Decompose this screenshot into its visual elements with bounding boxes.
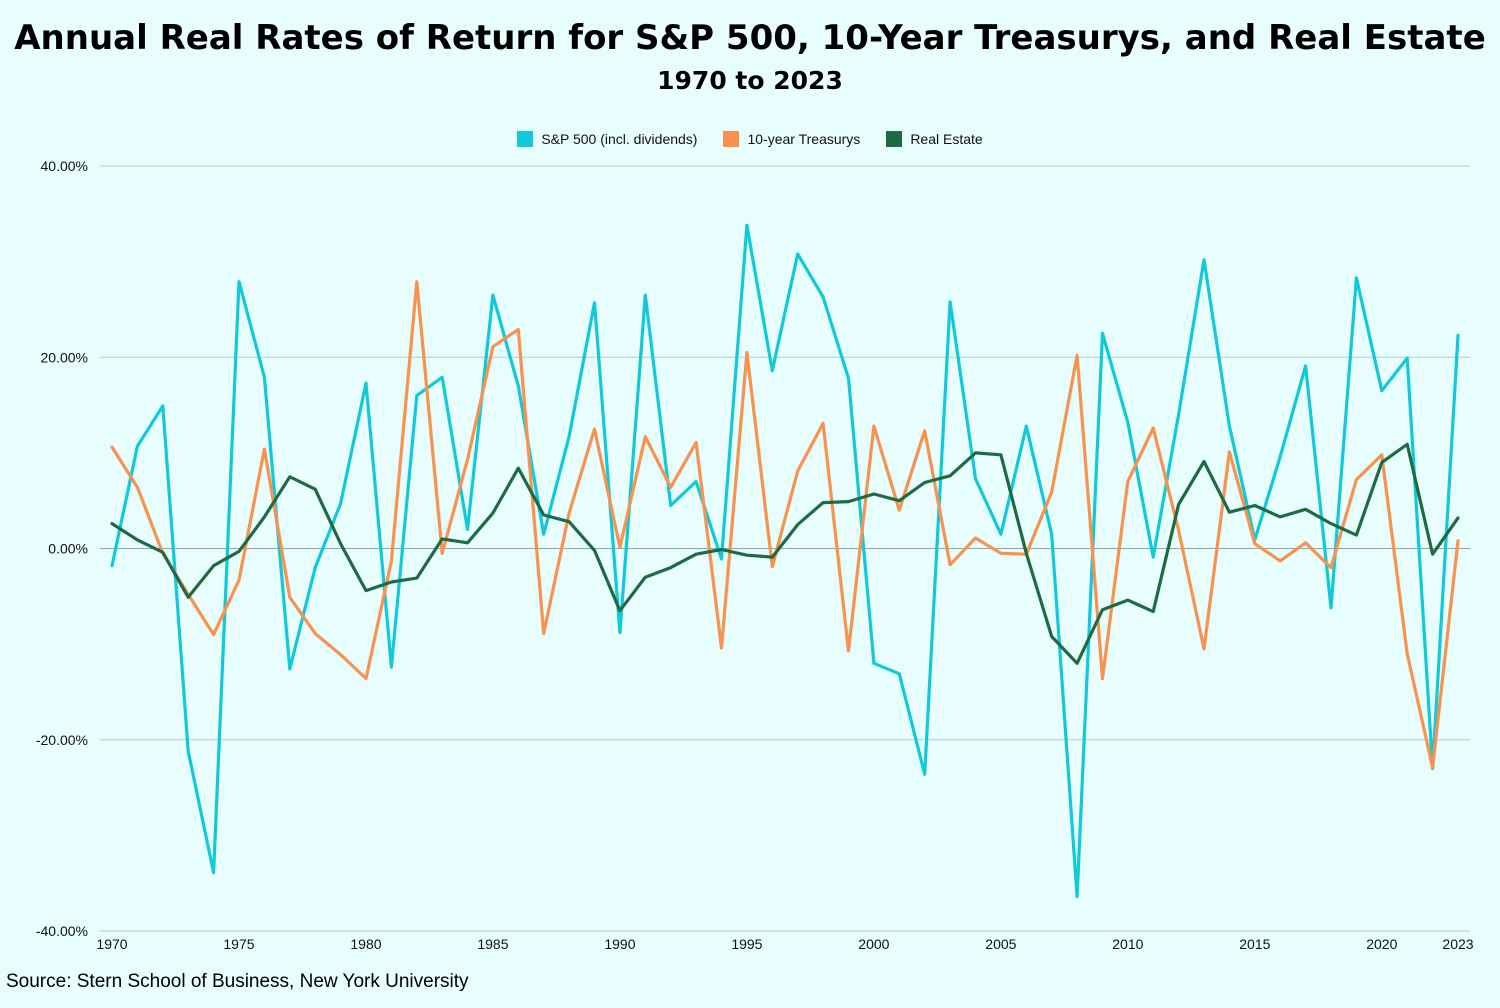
- legend-item-treasurys[interactable]: 10-year Treasurys: [723, 131, 860, 147]
- sp500-line: [110, 223, 1460, 899]
- source-note: Source: Stern School of Business, New Yo…: [6, 971, 469, 992]
- y-tick-label: 0.00%: [48, 541, 88, 557]
- y-tick-label: 20.00%: [41, 349, 88, 365]
- y-tick-label: -40.00%: [36, 923, 88, 939]
- x-axis-ticks: 1970 1975 1980 1985 1990 1995 2000 2005 2010 2015…: [96, 936, 1473, 952]
- legend-item-sp500[interactable]: S&P 500 (incl. dividends): [517, 131, 697, 147]
- x-tick-label: 1995: [731, 936, 762, 952]
- x-tick-label: 1975: [223, 936, 254, 952]
- x-tick-label: 2015: [1239, 936, 1270, 952]
- legend-label-real-estate: Real Estate: [910, 131, 983, 147]
- gridlines: [100, 165, 1470, 932]
- y-tick-label: 40.00%: [41, 158, 88, 174]
- legend-label-sp500: S&P 500 (incl. dividends): [541, 131, 698, 147]
- x-tick-label: 1980: [350, 936, 381, 952]
- legend-swatch-treasurys: [723, 131, 740, 147]
- treasurys-line: [110, 280, 1460, 770]
- y-axis-ticks: 40.00% 20.00% 0.00% -20.00% -40.00%: [36, 158, 88, 939]
- chart-legend: S&P 500 (incl. dividends) 10-year Treasu…: [0, 131, 1500, 147]
- x-tick-label: 2000: [858, 936, 889, 952]
- y-tick-label: -20.00%: [36, 732, 88, 748]
- legend-swatch-real-estate: [886, 131, 903, 147]
- series-lines: [110, 223, 1460, 899]
- x-tick-label: 2010: [1112, 936, 1143, 952]
- x-tick-label: 1985: [477, 936, 508, 952]
- legend-swatch-sp500: [517, 131, 534, 147]
- x-tick-label: 2005: [985, 936, 1016, 952]
- x-tick-label: 1990: [604, 936, 635, 952]
- legend-label-treasurys: 10-year Treasurys: [747, 131, 861, 147]
- x-tick-label: 2020: [1366, 936, 1397, 952]
- chart-subtitle: 1970 to 2023: [657, 66, 843, 95]
- x-tick-label: 2023: [1442, 936, 1473, 952]
- x-tick-label: 1970: [96, 936, 127, 952]
- real-estate-line: [110, 442, 1460, 665]
- chart-title: Annual Real Rates of Return for S&P 500,…: [14, 18, 1486, 58]
- legend-item-real-estate[interactable]: Real Estate: [886, 131, 983, 147]
